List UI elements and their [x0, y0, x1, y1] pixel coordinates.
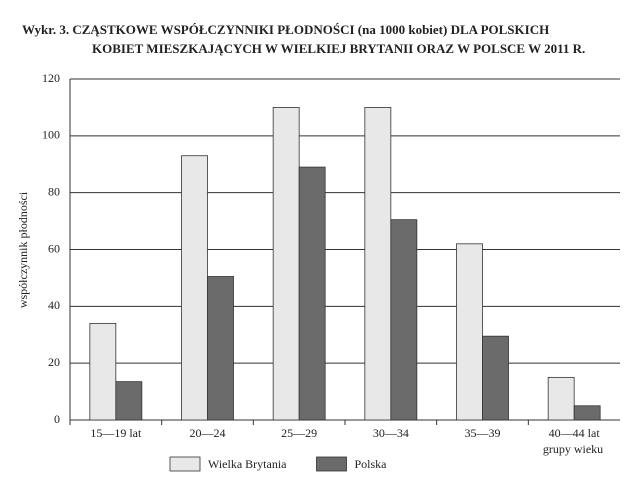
bar [181, 155, 208, 421]
bar [207, 276, 234, 421]
bar [272, 107, 300, 421]
y-axis-label: współczynnik płodności [16, 191, 30, 308]
x-tick-label: 30—34 [373, 426, 409, 440]
bar [573, 405, 601, 421]
legend-label: Polska [355, 457, 388, 471]
bar [482, 335, 509, 421]
x-tick-label: 15—19 lat [90, 426, 142, 440]
chart-title: Wykr. 3. CZĄSTKOWE WSPÓŁCZYNNIKI PŁODNOŚ… [22, 22, 549, 37]
bar [547, 376, 575, 421]
y-tick-label: 100 [42, 128, 60, 142]
bar [115, 381, 143, 421]
y-tick-label: 40 [48, 298, 60, 312]
x-tick-label: 25—29 [281, 426, 317, 440]
bar [298, 166, 326, 421]
chart-title: KOBIET MIESZKAJĄCYCH W WIELKIEJ BRYTANII… [92, 41, 585, 56]
bar [390, 219, 418, 421]
bar [89, 322, 117, 421]
x-tick-label: 40—44 lat [549, 426, 601, 440]
legend-swatch [169, 456, 201, 472]
legend-label: Wielka Brytania [208, 457, 287, 471]
x-axis-label: grupy wieku [543, 442, 603, 456]
y-tick-label: 0 [54, 412, 60, 426]
bar [364, 107, 392, 421]
x-tick-label: 35—39 [465, 426, 501, 440]
y-tick-label: 80 [48, 184, 60, 198]
y-tick-label: 120 [42, 71, 60, 85]
legend-swatch [316, 456, 347, 472]
y-tick-label: 20 [48, 355, 60, 369]
bar [456, 243, 483, 421]
y-tick-label: 60 [48, 241, 60, 255]
x-tick-label: 20—24 [190, 426, 226, 440]
